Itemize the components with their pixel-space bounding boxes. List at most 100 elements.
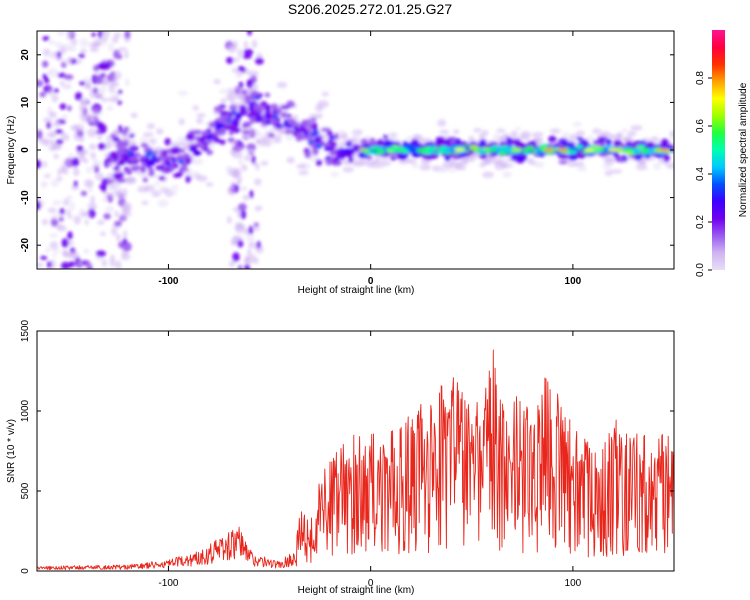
spectral-blob — [416, 148, 427, 153]
spectral-blob — [625, 141, 633, 145]
spectral-blob — [108, 96, 119, 103]
spectral-blob — [301, 119, 308, 128]
spectral-blob — [437, 119, 447, 127]
spectral-blob — [80, 190, 88, 197]
spectral-blob — [124, 176, 137, 185]
spectral-blob — [526, 145, 535, 151]
spectral-blob — [59, 46, 66, 55]
spectral-blob — [260, 160, 269, 166]
spectral-blob — [65, 195, 74, 201]
spectral-blob — [310, 131, 315, 137]
spectral-blob — [60, 165, 66, 174]
spectral-blob — [244, 95, 252, 101]
spectral-blob — [240, 66, 246, 73]
spectral-blob — [133, 165, 142, 170]
spectrogram-x-ticks: -100 0 100 — [158, 31, 582, 287]
spectral-blob — [206, 136, 212, 141]
spectral-blob — [115, 189, 123, 198]
spectral-blob — [102, 75, 109, 86]
spectral-blob — [412, 163, 419, 169]
spectral-blob — [237, 48, 243, 59]
spectral-blob — [124, 78, 130, 87]
colorbar: 0.0 0.2 0.4 0.6 0.8 Normalized spectral ampl… — [695, 30, 749, 277]
spectral-blob — [532, 132, 544, 137]
spectral-blob — [61, 238, 69, 248]
spectral-blob — [121, 134, 132, 143]
spectral-blob — [175, 171, 183, 177]
spectral-blob — [73, 215, 81, 225]
spectral-blob — [403, 144, 415, 150]
spectral-blob — [155, 165, 165, 171]
spectral-blob — [240, 209, 247, 220]
spectral-blob — [352, 132, 361, 140]
snr-panel: 0 500 1000 1500 -100 0 100 Height of straight… — [6, 319, 675, 596]
spectral-blob — [315, 143, 322, 149]
spectral-blob — [60, 261, 71, 269]
spectral-blob — [226, 216, 232, 224]
spectral-blob — [89, 41, 99, 49]
spectral-blob — [90, 195, 95, 205]
spectral-blob — [298, 170, 309, 176]
spectral-blob — [237, 264, 243, 269]
spectral-blob — [113, 165, 120, 171]
x-tick-label: 0 — [368, 276, 374, 287]
spectral-blob — [285, 113, 292, 118]
spectral-blob — [62, 157, 72, 168]
spectral-blob — [314, 130, 320, 135]
spectral-blob — [566, 149, 577, 155]
spectral-blob — [49, 111, 57, 119]
spectral-blob — [60, 130, 66, 141]
spectral-blob — [59, 208, 65, 215]
spectral-blob — [283, 119, 289, 124]
spectral-blob — [205, 182, 214, 187]
spectrogram-xlabel: Height of straight line (km) — [298, 285, 415, 296]
spectral-blob — [533, 161, 545, 168]
spectral-blob — [242, 194, 250, 201]
spectral-blob — [147, 166, 154, 172]
spectral-blob — [94, 168, 100, 174]
spectral-blob — [296, 163, 307, 169]
spectral-blob — [99, 37, 109, 42]
spectral-blob — [92, 157, 98, 166]
spectral-blob — [497, 136, 508, 142]
spectral-blob — [142, 177, 148, 183]
spectral-blob — [54, 56, 64, 62]
spectral-blob — [118, 46, 128, 51]
spectral-blob — [232, 145, 243, 153]
spectral-blob — [98, 31, 103, 39]
spectral-blob — [253, 222, 259, 227]
spectral-blob — [39, 91, 47, 98]
spectral-blob — [237, 175, 242, 184]
spectral-blob — [103, 213, 111, 220]
spectral-blob — [79, 98, 87, 107]
spectral-blob — [287, 124, 293, 129]
spectral-blob — [479, 139, 487, 144]
spectral-blob — [564, 141, 575, 147]
spectral-blob — [522, 150, 530, 155]
spectral-blob — [55, 223, 65, 229]
spectral-blob — [196, 117, 204, 125]
spectral-blob — [254, 178, 262, 186]
spectral-blob — [146, 123, 156, 130]
spectral-blob — [241, 89, 248, 96]
spectral-blob — [66, 31, 75, 37]
spectral-blob — [315, 113, 323, 119]
spectral-blob — [101, 185, 107, 193]
spectral-blob — [166, 189, 178, 197]
spectral-blob — [128, 155, 138, 162]
spectral-blob — [613, 153, 620, 159]
snr-y-ticks: 0 500 1000 1500 — [20, 319, 674, 574]
spectral-blob — [40, 255, 48, 260]
spectral-blob — [231, 86, 242, 92]
spectral-blob — [307, 123, 313, 130]
spectral-blob — [49, 233, 59, 238]
spectral-blob — [576, 136, 584, 141]
spectral-blob — [248, 105, 255, 113]
spectral-blob — [78, 124, 85, 132]
spectral-blob — [501, 164, 508, 169]
spectral-blob — [256, 114, 262, 120]
spectral-blob — [548, 135, 557, 143]
spectral-blob — [247, 241, 258, 249]
spectral-blob — [270, 103, 278, 110]
spectral-blob — [234, 112, 240, 117]
